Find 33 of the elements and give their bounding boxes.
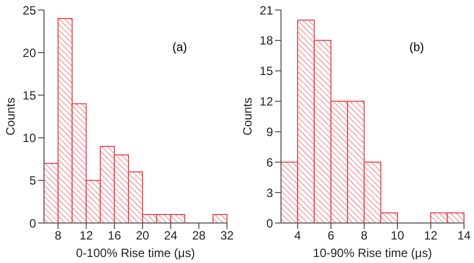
annotation: (a)	[172, 40, 187, 54]
x-tick-label: 32	[220, 228, 234, 243]
x-axis-title: 0-100% Rise time (μs)	[76, 246, 195, 260]
x-tick-label: 6	[328, 228, 335, 243]
x-tick-label: 20	[136, 228, 150, 243]
y-tick-label: 0	[29, 216, 36, 230]
x-tick-label: 10	[390, 228, 404, 243]
y-tick-label: 5	[29, 174, 36, 188]
y-tick-label: 25	[22, 3, 36, 18]
y-tick-label: 15	[260, 64, 274, 78]
x-tick-label: 8	[360, 228, 368, 243]
x-axis-title: 10-90% Rise time (μs)	[313, 246, 432, 260]
x-tick-label: 8	[54, 228, 62, 243]
y-tick-label: 18	[260, 34, 274, 48]
y-tick-label: 10	[22, 131, 36, 146]
x-tick-label: 12	[424, 228, 438, 243]
y-tick-label: 20	[22, 46, 36, 60]
y-axis-title: Counts	[3, 97, 18, 136]
y-tick-label: 6	[266, 155, 274, 170]
y-tick-label: 12	[260, 94, 274, 109]
y-tick-label: 9	[266, 124, 274, 139]
annotation: (b)	[409, 40, 424, 54]
x-tick-label: 24	[164, 228, 178, 243]
y-tick-label: 21	[260, 3, 274, 18]
y-tick-label: 0	[266, 216, 274, 230]
x-tick-label: 12	[80, 228, 94, 243]
x-tick-label: 28	[192, 228, 206, 243]
x-tick-label: 4	[294, 228, 302, 243]
y-tick-label: 3	[266, 186, 274, 200]
x-tick-label: 14	[457, 228, 471, 243]
y-axis-title: Counts	[240, 97, 254, 136]
y-tick-label: 15	[22, 88, 36, 102]
x-tick-label: 16	[108, 228, 122, 243]
